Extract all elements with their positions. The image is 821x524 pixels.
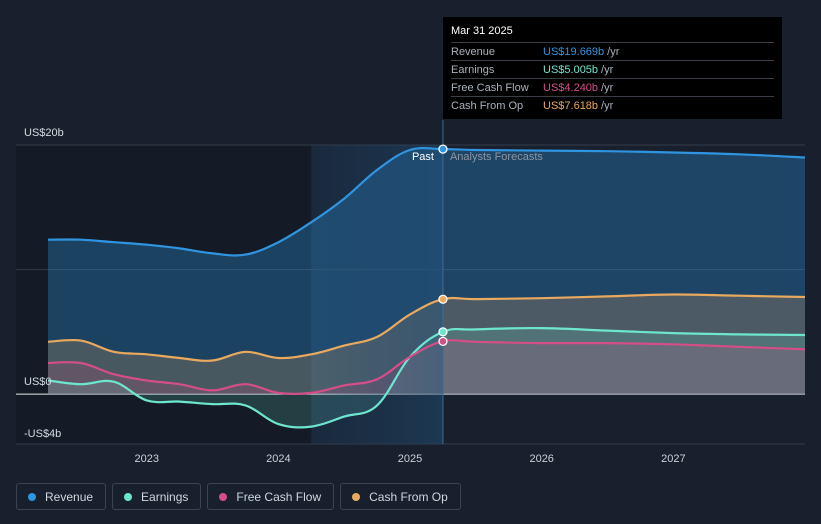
legend-item-revenue[interactable]: Revenue xyxy=(16,483,107,510)
legend-label: Free Cash Flow xyxy=(236,489,322,504)
legend-label: Cash From Op xyxy=(369,489,448,504)
x-tick-label: 2026 xyxy=(529,453,553,465)
line-cfo xyxy=(47,293,806,362)
y-tick-label: US$0 xyxy=(24,376,52,388)
legend-dot-icon xyxy=(219,492,228,501)
x-tick-label: 2023 xyxy=(134,453,158,465)
tooltip-label: Earnings xyxy=(451,63,495,76)
legend-dot-icon xyxy=(28,492,36,501)
legend-dot-icon xyxy=(124,492,133,501)
legend-label: Revenue xyxy=(45,489,94,504)
past-label: Past xyxy=(412,151,434,163)
tooltip-row-cfo: Cash From Op US$7.618b /yr xyxy=(451,96,774,114)
tooltip-value: US$5.005b xyxy=(543,63,599,76)
tooltip-value: US$4.240b xyxy=(543,81,599,94)
point-earnings xyxy=(438,327,448,337)
line-earnings xyxy=(47,326,806,429)
point-fcf xyxy=(438,336,448,346)
tooltip-label: Free Cash Flow xyxy=(451,81,529,94)
tooltip-row-revenue: Revenue US$19.669b /yr xyxy=(451,42,774,60)
y-tick-label: -US$4b xyxy=(24,428,61,440)
legend: Revenue Earnings Free Cash Flow Cash Fro… xyxy=(16,483,461,510)
point-cfo xyxy=(438,294,448,304)
tooltip-value: US$19.669b xyxy=(543,45,605,58)
x-tick-label: 2027 xyxy=(661,453,685,465)
x-tick-label: 2024 xyxy=(266,453,290,465)
y-tick-label: US$20b xyxy=(24,127,64,139)
chart-area: US$20b US$0 -US$4b 2023 2024 2025 2026 2027 Past… xyxy=(16,120,806,465)
tooltip-value: US$7.618b xyxy=(543,99,599,112)
point-revenue xyxy=(438,144,448,154)
legend-item-earnings[interactable]: Earnings xyxy=(112,483,202,510)
legend-item-fcf[interactable]: Free Cash Flow xyxy=(207,483,335,510)
tooltip-unit: /yr xyxy=(601,99,614,112)
tooltip-label: Cash From Op xyxy=(451,99,524,112)
tooltip-row-earnings: Earnings US$5.005b /yr xyxy=(451,60,774,78)
past-glow xyxy=(311,145,443,444)
tooltip-unit: /yr xyxy=(601,81,614,94)
x-tick-label: 2025 xyxy=(398,453,422,465)
line-fcf xyxy=(47,339,806,396)
legend-dot-icon xyxy=(352,492,361,501)
tooltip-unit: /yr xyxy=(601,63,614,76)
forecast-label: Analysts Forecasts xyxy=(450,151,543,163)
line-revenue xyxy=(47,146,806,257)
legend-item-cfo[interactable]: Cash From Op xyxy=(340,483,461,510)
tooltip-unit: /yr xyxy=(607,45,620,58)
legend-label: Earnings xyxy=(141,489,189,504)
tooltip-row-fcf: Free Cash Flow US$4.240b /yr xyxy=(451,78,774,96)
tooltip-panel: Mar 31 2025 Revenue US$19.669b /yr Earni… xyxy=(443,17,782,119)
tooltip-date: Mar 31 2025 xyxy=(451,25,513,37)
tooltip-label: Revenue xyxy=(451,45,496,58)
